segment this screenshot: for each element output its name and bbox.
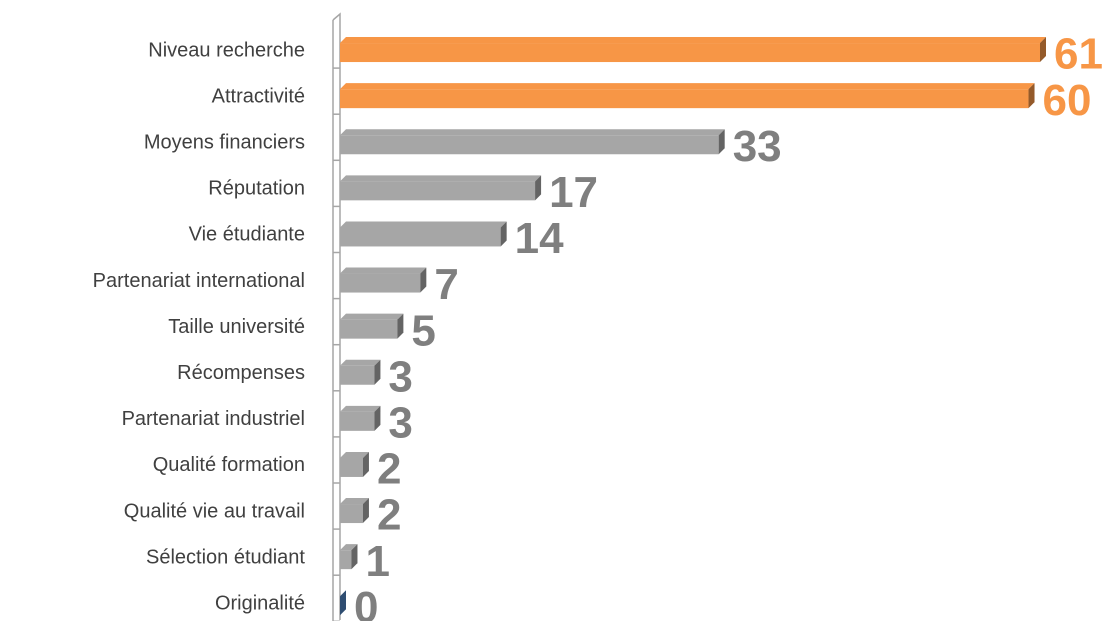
bar-side xyxy=(718,129,725,155)
bar xyxy=(340,129,725,155)
value-label: 3 xyxy=(388,352,412,401)
bar-side xyxy=(420,267,427,293)
bar-top xyxy=(340,83,1035,90)
value-label: 17 xyxy=(549,168,598,217)
bar-front xyxy=(340,365,375,385)
bar-front xyxy=(340,457,363,477)
bar xyxy=(340,83,1035,109)
value-label: 1 xyxy=(365,537,389,586)
bar xyxy=(340,544,358,570)
bar-side xyxy=(535,175,542,201)
bar-front xyxy=(340,135,719,155)
bar xyxy=(340,175,542,201)
bar-front xyxy=(340,319,398,339)
value-label: 2 xyxy=(377,491,401,540)
bar-top xyxy=(340,221,507,228)
category-label: Récompenses xyxy=(177,362,305,384)
value-label: 5 xyxy=(411,306,435,355)
value-label: 14 xyxy=(515,214,564,263)
category-label: Partenariat industriel xyxy=(122,408,305,430)
category-label: Réputation xyxy=(208,178,305,200)
bar-front xyxy=(340,227,501,247)
bar-top xyxy=(340,544,358,551)
bar-side xyxy=(397,313,404,339)
category-label: Originalité xyxy=(215,593,305,615)
category-label: Qualité vie au travail xyxy=(124,500,305,522)
bar-front xyxy=(340,273,421,293)
bar-top xyxy=(340,37,1046,44)
bar xyxy=(340,313,404,339)
bar-side xyxy=(362,451,369,477)
bar xyxy=(340,37,1046,63)
value-label: 2 xyxy=(377,445,401,494)
bar-top xyxy=(340,451,369,458)
bar-front xyxy=(340,89,1029,109)
bar-top xyxy=(340,359,381,366)
bar-front xyxy=(340,504,363,524)
bar-top xyxy=(340,498,369,505)
value-label: 3 xyxy=(388,398,412,447)
category-label: Qualité formation xyxy=(153,454,305,476)
value-label: 33 xyxy=(733,122,782,171)
value-label: 61 xyxy=(1054,30,1103,79)
category-label: Attractivité xyxy=(212,85,305,107)
bar-side xyxy=(1028,83,1035,109)
bar-side xyxy=(374,405,381,431)
category-label: Niveau recherche xyxy=(148,39,305,61)
bar-side xyxy=(1040,37,1046,63)
bar-side xyxy=(362,498,369,524)
bar-top xyxy=(340,267,427,274)
value-label: 7 xyxy=(434,260,458,309)
bar-front xyxy=(340,43,1040,63)
bar xyxy=(340,498,369,524)
bar-top xyxy=(340,313,404,320)
value-label: 0 xyxy=(354,583,378,621)
bar-side xyxy=(374,359,381,385)
category-label: Taille université xyxy=(168,316,305,338)
value-label: 60 xyxy=(1043,76,1092,125)
bar-side xyxy=(340,590,346,616)
bar-front xyxy=(340,411,375,431)
bar xyxy=(340,451,369,477)
category-label: Sélection étudiant xyxy=(146,546,305,568)
bar-top xyxy=(340,405,381,412)
bar-top xyxy=(340,175,542,182)
bar-front xyxy=(340,181,536,201)
bar xyxy=(340,221,507,247)
bar xyxy=(340,405,381,431)
bar-side xyxy=(500,221,507,247)
bar-front xyxy=(340,550,352,570)
bar-top xyxy=(340,129,725,136)
category-label: Partenariat international xyxy=(93,270,305,292)
category-label: Vie étudiante xyxy=(189,224,305,246)
bar-side xyxy=(351,544,358,570)
bar xyxy=(340,590,346,616)
bar xyxy=(340,359,381,385)
bar xyxy=(340,267,427,293)
category-label: Moyens financiers xyxy=(144,132,305,154)
